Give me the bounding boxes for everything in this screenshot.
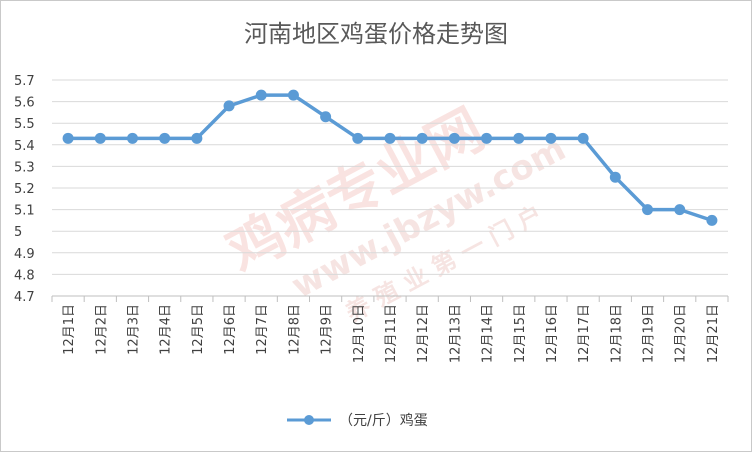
x-tick-label: 12月12日 (416, 304, 431, 363)
data-point (159, 132, 171, 144)
x-tick-label: 12月2日 (94, 304, 109, 355)
x-tick-label: 12月21日 (706, 304, 721, 363)
y-tick-label: 4.7 (14, 290, 35, 305)
x-tick-label: 12月14日 (481, 304, 496, 363)
x-tick-label: 12月13日 (448, 304, 463, 363)
y-tick-label: 5.2 (14, 182, 35, 197)
x-axis-ticks: 12月1日 12月2日 12月3日 12月4日 12月5日 12月6日 12月7日 12月8日… (62, 304, 721, 363)
y-tick-label: 4.8 (14, 268, 35, 283)
chart-title: 河南地区鸡蛋价格走势图 (244, 20, 508, 48)
data-point (384, 132, 396, 144)
x-tick-label: 12月15日 (513, 304, 528, 363)
data-point (62, 132, 74, 144)
x-tick-label: 12月7日 (255, 304, 270, 355)
series-egg (62, 89, 718, 226)
data-point (448, 132, 460, 144)
x-tick-label: 12月3日 (126, 304, 141, 355)
y-axis-ticks: 4.7 4.8 4.9 5 5.1 5.2 5.3 5.4 5.5 5.6 5.7 (14, 74, 35, 305)
y-tick-label: 5 (14, 225, 22, 240)
gridlines (52, 79, 728, 275)
y-tick-label: 5.7 (14, 74, 35, 89)
legend-label: （元/斤）鸡蛋 (339, 412, 428, 429)
x-axis (51, 295, 729, 302)
x-tick-label: 12月4日 (159, 304, 174, 355)
x-tick-label: 12月5日 (191, 304, 206, 355)
x-tick-label: 12月17日 (577, 304, 592, 363)
legend: （元/斤）鸡蛋 (287, 412, 428, 429)
data-point (706, 214, 718, 226)
data-point (191, 132, 203, 144)
data-point (287, 89, 299, 101)
x-tick-label: 12月8日 (287, 304, 302, 355)
legend-marker-swatch (304, 415, 314, 425)
data-point (255, 89, 267, 101)
x-tick-label: 12月16日 (545, 304, 560, 363)
x-tick-label: 12月18日 (609, 304, 624, 363)
data-point (674, 204, 686, 216)
y-tick-label: 5.5 (14, 117, 35, 132)
x-tick-label: 12月1日 (62, 304, 77, 355)
data-point (481, 132, 493, 144)
x-tick-label: 12月9日 (320, 304, 335, 355)
data-point (126, 132, 138, 144)
data-point (513, 132, 525, 144)
data-point (94, 132, 106, 144)
y-tick-label: 4.9 (14, 247, 35, 262)
y-tick-label: 5.3 (14, 160, 35, 175)
x-tick-label: 12月11日 (384, 304, 399, 363)
data-point (352, 132, 364, 144)
x-tick-label: 12月10日 (352, 304, 367, 363)
data-point (545, 132, 557, 144)
y-tick-label: 5.4 (14, 139, 35, 154)
y-tick-label: 5.1 (14, 204, 35, 219)
data-point (320, 111, 332, 123)
x-tick-label: 12月19日 (642, 304, 657, 363)
data-point (642, 204, 654, 216)
data-point (223, 100, 235, 112)
data-point (577, 132, 589, 144)
x-tick-label: 12月20日 (674, 304, 689, 363)
data-point (609, 171, 621, 183)
y-tick-label: 5.6 (14, 96, 35, 111)
data-point (416, 132, 428, 144)
x-tick-label: 12月6日 (223, 304, 238, 355)
